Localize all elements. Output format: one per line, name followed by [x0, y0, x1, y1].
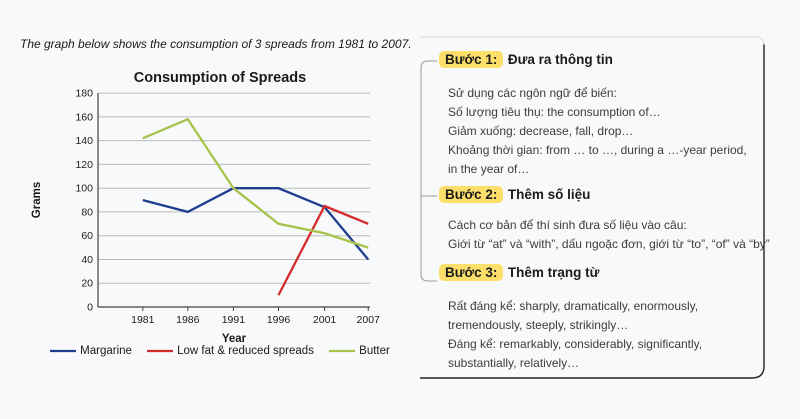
svg-text:1991: 1991: [222, 314, 246, 326]
svg-text:1996: 1996: [267, 314, 291, 326]
svg-text:1986: 1986: [176, 314, 200, 326]
svg-text:100: 100: [75, 183, 93, 195]
svg-text:Year: Year: [222, 333, 247, 345]
svg-text:2001: 2001: [313, 314, 337, 326]
svg-text:40: 40: [81, 254, 93, 266]
svg-text:2007: 2007: [357, 314, 381, 326]
svg-text:1981: 1981: [131, 314, 155, 326]
svg-text:60: 60: [81, 230, 93, 242]
svg-text:120: 120: [75, 159, 93, 171]
svg-text:Grams: Grams: [31, 182, 43, 218]
svg-text:140: 140: [75, 135, 93, 147]
svg-text:80: 80: [81, 206, 93, 218]
svg-text:0: 0: [87, 302, 93, 314]
svg-text:180: 180: [75, 88, 93, 100]
svg-text:20: 20: [81, 278, 93, 290]
svg-text:160: 160: [75, 111, 93, 123]
